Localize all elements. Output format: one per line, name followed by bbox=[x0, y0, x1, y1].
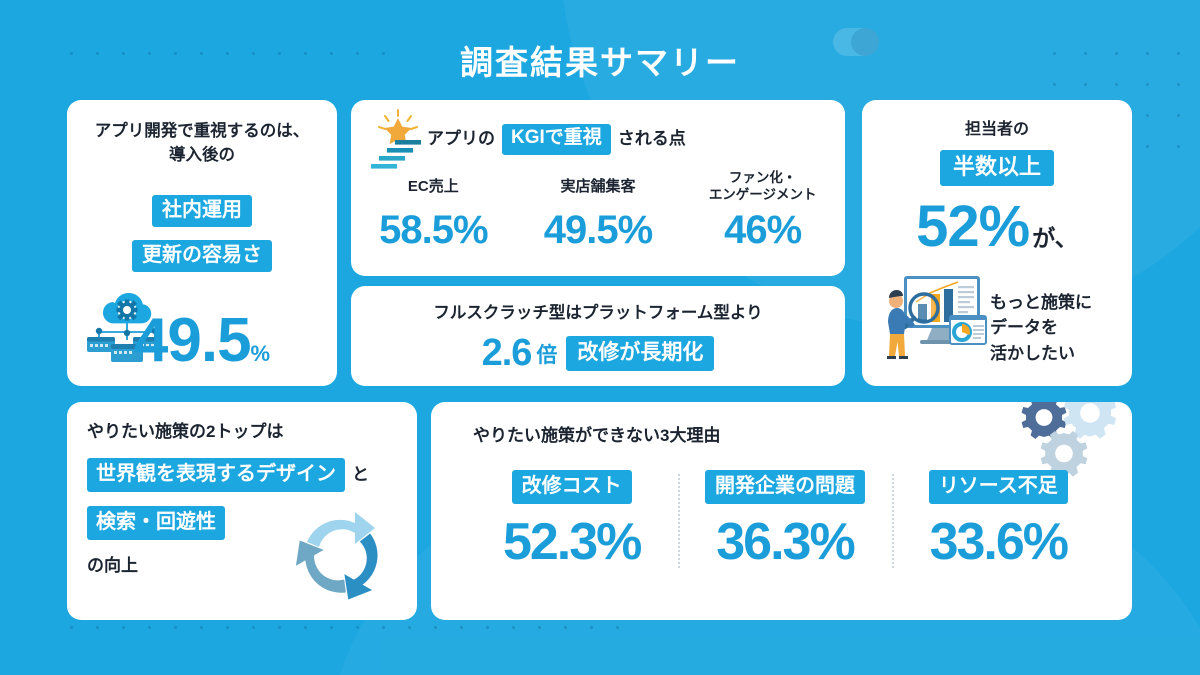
card4-badge-majority: 半数以上 bbox=[939, 150, 1054, 187]
card6-reason-value: 36.3% bbox=[716, 513, 855, 571]
card6-reason-col: 開発企業の問題 36.3% bbox=[678, 470, 891, 572]
card6-reason-badge-wrap: 改修コスト bbox=[511, 470, 632, 504]
card6-reason-col: 改修コスト 52.3% bbox=[465, 470, 678, 572]
card5-badge-worldview-design: 世界観を表現するデザイン bbox=[87, 458, 345, 492]
cloud-server-icon bbox=[87, 293, 161, 362]
card3-lede: フルスクラッチ型はプラットフォーム型より bbox=[433, 304, 763, 322]
card2-heading: アプリの KGIで重視 される点 bbox=[427, 124, 686, 155]
card6-lede: やりたい施策ができない3大理由 bbox=[473, 426, 721, 445]
card2-stat-label: 実店舗集客 bbox=[560, 177, 636, 195]
card6-reason-value: 52.3% bbox=[502, 513, 642, 571]
card2-stat-label: ファン化・ エンゲージメント bbox=[708, 170, 817, 202]
cycle-arrows-icon bbox=[295, 512, 378, 600]
card1-badge-update-ease: 更新の容易さ bbox=[132, 240, 272, 272]
card3-value-row: 2.6 倍 改修が長期化 bbox=[351, 332, 845, 375]
card2-stat-label: EC売上 bbox=[407, 177, 459, 195]
card2-stat-col: ファン化・ エンゲージメント 46% bbox=[680, 168, 845, 253]
card6-reasons-row: 改修コスト 52.3% 開発企業の問題 36.3% リソース不足 33.6% bbox=[465, 470, 1105, 572]
card1-value: 49.5 bbox=[133, 306, 252, 375]
card5-tail: の向上 bbox=[87, 556, 138, 575]
card1-badge1-wrap: 社内運用 bbox=[67, 195, 337, 227]
card2-stat-value: 49.5% bbox=[543, 208, 653, 252]
page-title: 調査結果サマリー bbox=[460, 44, 740, 81]
gears-icon bbox=[1021, 402, 1117, 477]
card3-badge-long-rework: 改修が長期化 bbox=[566, 335, 715, 372]
card4-value-tail: が、 bbox=[1032, 225, 1078, 251]
card-blocking-reasons: やりたい施策ができない3大理由 改修コスト 52.3% 開発企業の問題 36.3% リソ… bbox=[431, 402, 1132, 620]
card-app-development-priority: アプリ開発で重視するのは、 導入後の 社内運用 更新の容易さ bbox=[67, 100, 337, 386]
card-top-measures: やりたい施策の2トップは 世界観を表現するデザイン と 検索・回遊性 の向上 bbox=[67, 402, 417, 620]
card4-value: 52% bbox=[916, 194, 1030, 259]
card1-unit: % bbox=[250, 341, 271, 366]
card6-reason-badge-wrap: リソース不足 bbox=[928, 470, 1068, 504]
card5-badge1-row: 世界観を表現するデザイン と bbox=[87, 458, 369, 492]
card2-stat-col: EC売上 58.5% bbox=[351, 168, 516, 253]
background-pill-shape bbox=[833, 28, 879, 56]
card2-badge-kgi: KGIで重視 bbox=[502, 124, 611, 155]
card3-value: 2.6 bbox=[481, 332, 533, 374]
card5-lede: やりたい施策の2トップは bbox=[87, 422, 284, 441]
card-fullscratch-duration: フルスクラッチ型はプラットフォーム型より 2.6 倍 改修が長期化 bbox=[351, 286, 845, 386]
card4-badge-wrap: 半数以上 bbox=[862, 150, 1132, 187]
card-kgi-priorities: アプリの KGIで重視 される点 EC売上 58.5% 実店舗集客 49.5% ファン化… bbox=[351, 100, 845, 276]
card-data-utilization: 担当者の 半数以上 52% が、 bbox=[862, 100, 1132, 386]
card6-reason-badge-wrap: 開発企業の問題 bbox=[704, 470, 865, 504]
card1-badge2-wrap: 更新の容易さ bbox=[67, 240, 337, 272]
card5-conjunction: と bbox=[352, 465, 369, 484]
card2-stats-row: EC売上 58.5% 実店舗集客 49.5% ファン化・ エンゲージメント 46% bbox=[351, 168, 845, 253]
card2-head-post: される点 bbox=[617, 129, 686, 149]
card6-reason-label: リソース不足 bbox=[928, 470, 1068, 504]
star-stairs-icon bbox=[371, 109, 421, 169]
card2-stat-col: 実店舗集客 49.5% bbox=[516, 168, 681, 253]
card6-reason-label: 改修コスト bbox=[511, 470, 632, 504]
card1-lede: アプリ開発で重視するのは、 導入後の bbox=[94, 122, 310, 164]
card4-lede: 担当者の bbox=[964, 121, 1029, 138]
card4-footer-text: もっと施策に データを 活かしたい bbox=[990, 292, 1092, 363]
card6-reason-col: リソース不足 33.6% bbox=[891, 470, 1105, 572]
card1-badge-internal-operation: 社内運用 bbox=[152, 195, 252, 227]
card6-reason-value: 33.6% bbox=[929, 513, 1069, 571]
card2-head-pre: アプリの bbox=[427, 129, 495, 149]
card5-badge-search-navigation: 検索・回遊性 bbox=[87, 506, 225, 540]
card4-value-row: 52% が、 bbox=[862, 198, 1132, 256]
card5-badge2-row: 検索・回遊性 bbox=[87, 506, 225, 540]
card2-stat-value: 46% bbox=[724, 208, 802, 252]
analytics-person-icon bbox=[887, 276, 987, 359]
card2-stat-value: 58.5% bbox=[379, 208, 488, 252]
card1-value-wrap: 49.5% bbox=[67, 310, 337, 372]
card6-reason-label: 開発企業の問題 bbox=[704, 470, 865, 504]
card3-unit: 倍 bbox=[536, 343, 558, 367]
